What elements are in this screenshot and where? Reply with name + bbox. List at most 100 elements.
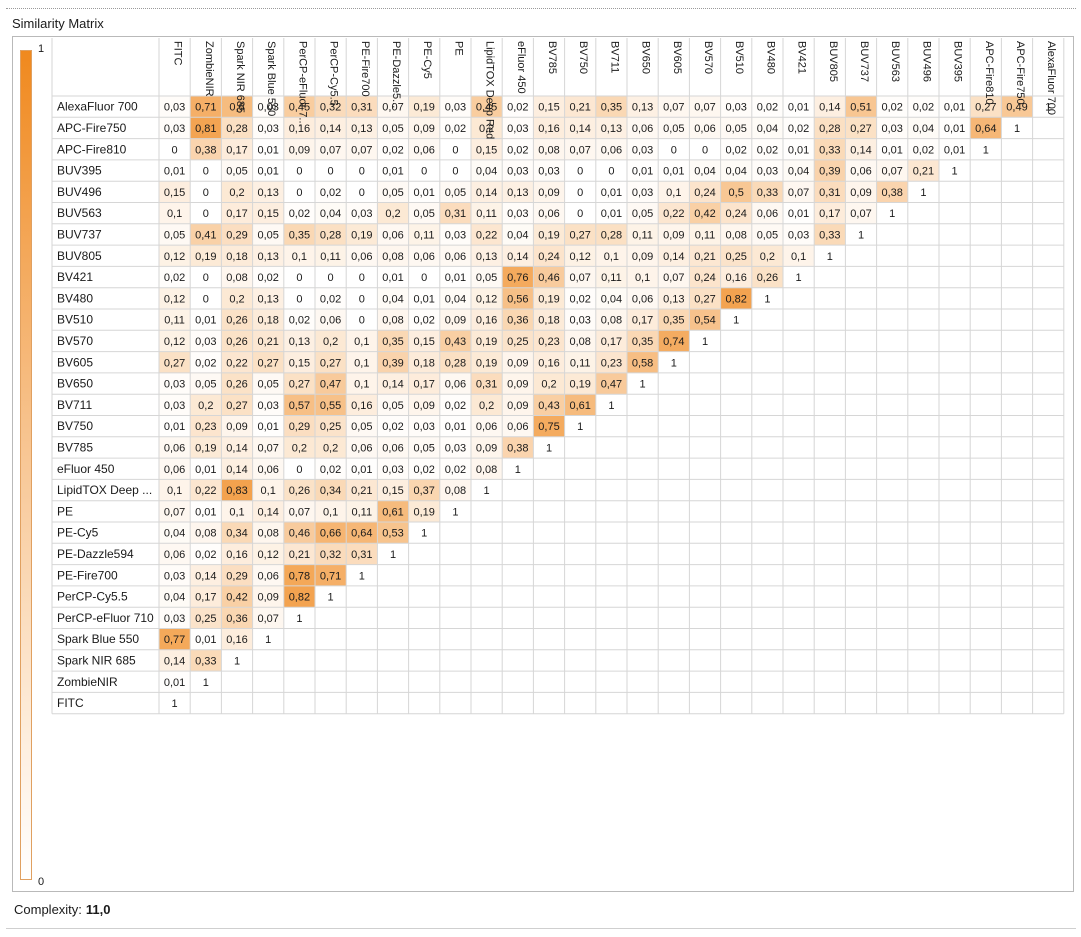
heatmap-cell: [346, 309, 378, 331]
heatmap-cell: [564, 159, 596, 182]
heatmap-cell: [627, 309, 659, 331]
heatmap-cell: [346, 138, 378, 160]
cell-value-label: 0,12: [257, 549, 278, 561]
heatmap-cell: [252, 585, 284, 608]
cell-value-label: 0,03: [569, 315, 590, 327]
cell-value-label: 0,03: [757, 166, 778, 178]
heatmap-cell: [720, 245, 752, 267]
cell-value-label: 0,71: [195, 102, 216, 114]
heatmap-cell: [377, 522, 409, 544]
cell-value-label: 0,42: [226, 592, 247, 604]
cell-value-label: 0,09: [289, 144, 310, 156]
heatmap-cell: [564, 223, 596, 246]
complexity-readout: Complexity: 11,0: [14, 902, 111, 917]
cell-value-label: 0,27: [257, 357, 278, 369]
heatmap-cell: [252, 458, 284, 480]
cell-value-label: 1: [546, 442, 552, 454]
heatmap-cell: [315, 309, 347, 331]
column-header-label: PE-Dazzle5...: [390, 41, 402, 108]
cell-value-label: 0,02: [164, 272, 185, 284]
cell-value-label: 0,2: [229, 293, 244, 305]
heatmap-cell: [439, 245, 471, 267]
cell-value-label: 0,1: [354, 357, 369, 369]
heatmap-cell: [221, 372, 253, 395]
column-header-label: BUV496: [920, 41, 932, 82]
heatmap-cell: [346, 245, 378, 267]
cell-value-label: 0,38: [195, 144, 216, 156]
heatmap-cell: [502, 309, 534, 331]
heatmap-cell: [939, 96, 971, 118]
cell-value-label: 0,05: [413, 208, 434, 220]
column-header: Spark NIR 685: [234, 41, 246, 113]
cell-value-label: 0,03: [507, 123, 528, 135]
cell-value-label: 0,04: [164, 592, 185, 604]
heatmap-cell: [408, 436, 440, 459]
heatmap-cell: [595, 117, 627, 139]
heatmap-cell: [533, 330, 565, 352]
cell-value-label: 0,04: [788, 166, 809, 178]
heatmap-cell: [221, 138, 253, 160]
heatmap-cell: [252, 245, 284, 267]
cell-value-label: 0,28: [445, 357, 466, 369]
column-header-label: BV785: [546, 41, 558, 74]
cell-value-label: 0,13: [289, 336, 310, 348]
heatmap-cell: [471, 458, 503, 480]
cell-value-label: 0,36: [226, 613, 247, 625]
cell-value-label: 0,14: [226, 464, 247, 476]
cell-value-label: 0,61: [569, 400, 590, 412]
heatmap-cell: [346, 564, 378, 586]
cell-value-label: 0,81: [195, 123, 216, 135]
cell-value-label: 0,02: [320, 187, 341, 199]
heatmap-cell: [502, 159, 534, 182]
cell-value-label: 0,03: [413, 421, 434, 433]
column-header-label: LipidTOX Deep Red: [484, 41, 496, 139]
cell-value-label: 0,12: [164, 336, 185, 348]
heatmap-cell: [471, 415, 503, 437]
heatmap-cell: [876, 159, 908, 182]
heatmap-cell: [471, 330, 503, 352]
cell-value-label: 0,33: [757, 187, 778, 199]
heatmap-cell: [346, 96, 378, 118]
heatmap-cell: [595, 372, 627, 395]
cell-value-label: 0,08: [257, 528, 278, 540]
cell-value-label: 0,03: [164, 570, 185, 582]
heatmap-cell: [252, 330, 284, 352]
heatmap-cell: [408, 394, 440, 416]
column-header: FITC: [172, 41, 184, 65]
heatmap-cell: [751, 245, 783, 267]
cell-value-label: 0,07: [694, 102, 715, 114]
cell-value-label: 0,17: [195, 592, 216, 604]
column-header-label: BV711: [608, 41, 620, 73]
cell-value-label: 0,49: [1006, 102, 1027, 114]
heatmap-cell: [595, 96, 627, 118]
heatmap-cell: [751, 202, 783, 224]
cell-value-label: 0: [359, 272, 365, 284]
cell-value-label: 0,05: [257, 379, 278, 391]
cell-value-label: 0,05: [445, 187, 466, 199]
cell-value-label: 0,37: [413, 485, 434, 497]
heatmap-cell: [221, 202, 253, 224]
cell-value-label: 0,01: [445, 272, 466, 284]
cell-value-label: 0,06: [445, 379, 466, 391]
heatmap-cell: [720, 223, 752, 246]
cell-value-label: 0,1: [167, 208, 182, 220]
cell-value-label: 1: [608, 400, 614, 412]
heatmap-cell: [283, 223, 315, 246]
cell-value-label: 0,1: [666, 187, 681, 199]
heatmap-cell: [439, 309, 471, 331]
heatmap-cell: [252, 628, 284, 650]
cell-value-label: 0,02: [413, 464, 434, 476]
heatmap-cell: [283, 117, 315, 139]
cell-value-label: 0,17: [226, 144, 247, 156]
bottom-divider: [6, 928, 1076, 929]
cell-value-label: 0,03: [351, 208, 372, 220]
cell-value-label: 0,15: [289, 357, 310, 369]
cell-value-label: 0,06: [382, 442, 403, 454]
cell-value-label: 0,06: [476, 421, 497, 433]
heatmap-cell: [627, 138, 659, 160]
heatmap-cell: [502, 181, 534, 203]
column-header-label: APC-Fire750: [1014, 41, 1026, 105]
heatmap-cell: [190, 564, 222, 586]
heatmap-cell: [627, 159, 659, 182]
cell-value-label: 0,19: [569, 379, 590, 391]
